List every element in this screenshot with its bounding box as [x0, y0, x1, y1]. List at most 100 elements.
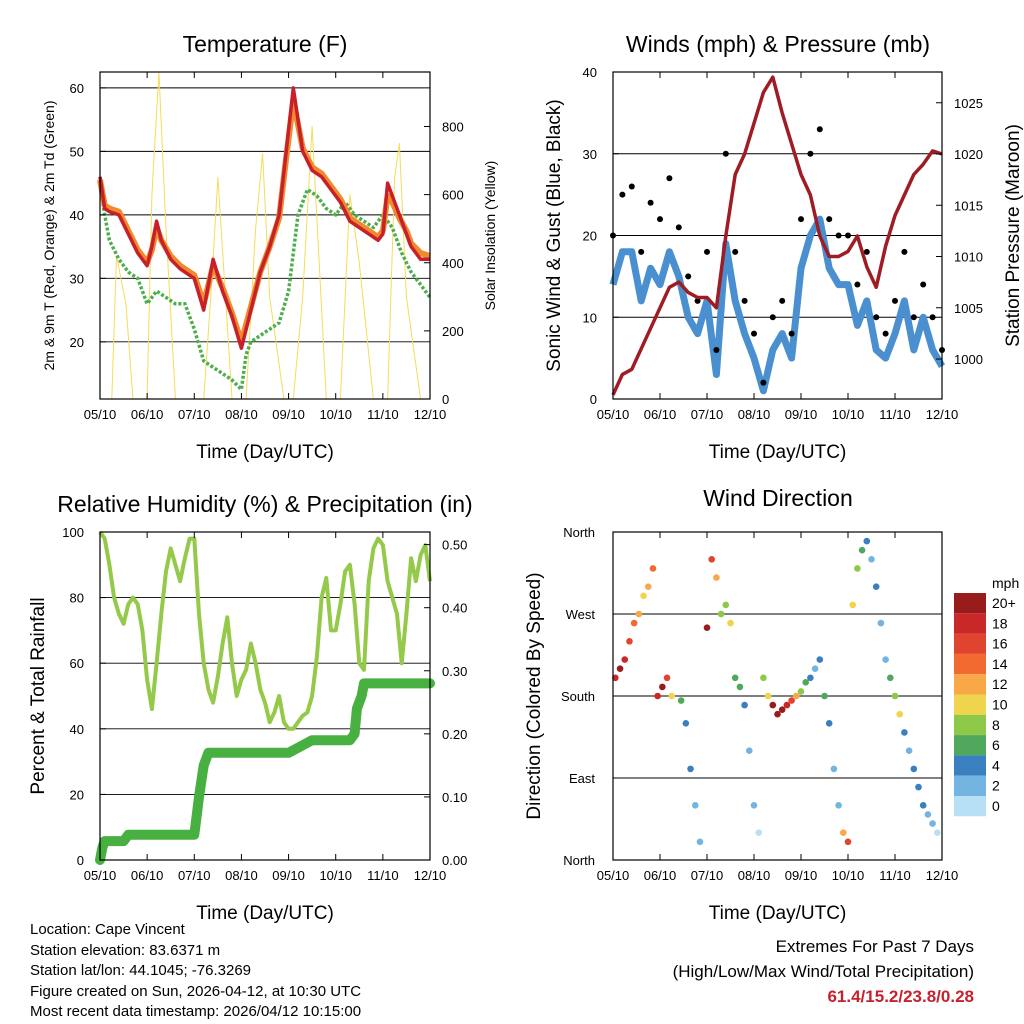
panel-wind_direction: 05/10 06/10 07/10 08/10 09/10 10/10 11/10 12/10… — [524, 485, 1019, 924]
direction-point — [769, 701, 777, 709]
y2-tick-label: 0.50 — [442, 538, 467, 553]
y2-tick-label: 1015 — [954, 198, 983, 213]
direction-point — [677, 697, 685, 704]
direction-point — [626, 638, 633, 645]
direction-point — [793, 692, 800, 700]
y-axis-label: 2m & 9m T (Red, Orange) & 2m Td (Green) — [41, 101, 57, 371]
direction-point — [687, 765, 694, 773]
y2-tick-label: 0.00 — [442, 853, 467, 868]
gust-point — [892, 297, 898, 304]
x-tick-label: 07/10 — [691, 868, 724, 883]
legend-swatch — [954, 653, 986, 675]
x-tick-label: 07/10 — [178, 868, 211, 883]
gust-point — [779, 297, 786, 304]
direction-point — [901, 729, 908, 736]
gust-point — [751, 330, 757, 337]
gust-point — [704, 248, 710, 255]
direction-point — [668, 692, 676, 700]
direction-point — [783, 701, 791, 709]
y-tick-label: 50 — [70, 144, 84, 159]
y2-tick-label: 0.10 — [442, 790, 467, 805]
direction-point — [746, 747, 753, 754]
series-group-rh_precip — [95, 530, 435, 865]
x-tick-label: 11/10 — [879, 868, 911, 883]
gust-point — [713, 346, 720, 353]
x-tick-label: 05/10 — [84, 868, 117, 883]
direction-point — [708, 556, 715, 563]
y-tick-label: 30 — [70, 271, 84, 286]
y2-tick-label: 1000 — [954, 352, 983, 367]
extremes-title: Extremes For Past 7 Days — [775, 937, 974, 956]
gust-point — [769, 314, 776, 321]
y-tick-label: 40 — [70, 208, 84, 223]
x-axis-label: Time (Day/UTC) — [709, 442, 847, 463]
x-tick-label: 09/10 — [785, 868, 818, 883]
plot-frame-rh_precip — [99, 531, 431, 861]
direction-point — [644, 583, 652, 590]
y2-tick-label: 400 — [442, 256, 464, 271]
direction-point — [696, 838, 704, 846]
direction-point — [887, 674, 894, 682]
extremes-values: 61.4/15.2/23.8/0.28 — [827, 987, 974, 1006]
gust-point — [798, 216, 804, 223]
x-axis-label: Time (Day/UTC) — [196, 903, 334, 924]
legend-swatch — [954, 775, 986, 796]
panel-rh_precip: 05/10 06/10 07/10 08/10 09/10 10/10 11/10 12/10… — [28, 491, 473, 924]
legend-swatch — [954, 613, 986, 634]
x-axis-label: Time (Day/UTC) — [196, 442, 334, 463]
y-tick-label: 20 — [70, 335, 84, 350]
y-tick-label: 60 — [70, 81, 84, 96]
y2-tick-label: 0.20 — [442, 727, 467, 742]
y2-tick-label: 1010 — [954, 250, 983, 265]
legend-label: 20+ — [992, 595, 1016, 611]
gust-point — [920, 281, 927, 288]
y-tick-label: 60 — [70, 656, 84, 671]
legend-swatch — [954, 796, 986, 817]
direction-point — [858, 546, 866, 554]
legend-label: 6 — [992, 737, 1000, 753]
direction-point — [640, 592, 647, 600]
y2-tick-label: 600 — [442, 188, 464, 203]
y-tick-label: North — [563, 525, 595, 540]
panel-winds: 05/10 06/10 07/10 08/10 09/10 10/10 11/10 12/10… — [544, 31, 1024, 463]
direction-point — [919, 802, 927, 809]
gust-point — [910, 314, 917, 321]
x-tick-label: 07/10 — [691, 407, 724, 422]
direction-point — [691, 802, 699, 809]
direction-point — [797, 688, 805, 695]
legend-swatch — [954, 593, 986, 614]
x-tick-label: 08/10 — [225, 407, 258, 422]
direction-point — [872, 583, 880, 590]
gust-point — [760, 379, 767, 386]
gust-point — [666, 175, 673, 182]
station-location: Location: Cape Vincent — [30, 921, 185, 938]
x-tick-label: 05/10 — [84, 407, 117, 422]
extremes-subtitle: (High/Low/Max Wind/Total Precipitation) — [672, 962, 974, 981]
direction-point — [896, 710, 903, 718]
plot-frame-temperature — [99, 71, 431, 400]
y-tick-label: West — [566, 607, 596, 622]
legend-label: 4 — [992, 757, 1000, 773]
panel-temperature: 05/10 06/10 07/10 08/10 09/10 10/10 11/10 12/10… — [41, 31, 498, 463]
direction-point — [910, 765, 918, 773]
x-tick-label: 06/10 — [644, 407, 677, 422]
direction-point — [816, 656, 824, 663]
direction-point — [778, 706, 786, 713]
direction-point — [616, 665, 624, 672]
x-tick-label: 12/10 — [926, 407, 959, 422]
direction-point — [760, 674, 767, 682]
x-tick-label: 08/10 — [738, 868, 771, 883]
direction-point — [934, 829, 941, 836]
legend-label: 0 — [992, 798, 1000, 814]
legend-swatch — [954, 694, 986, 715]
x-tick-label: 12/10 — [414, 407, 447, 422]
y2-tick-label: 1025 — [954, 96, 983, 111]
direction-point — [835, 802, 842, 809]
chart-title: Wind Direction — [703, 485, 853, 511]
y2-tick-label: 200 — [442, 324, 464, 339]
direction-point — [682, 720, 690, 727]
direction-point — [727, 619, 734, 627]
gust-point — [619, 191, 626, 198]
y-axis-label: Direction (Colored By Speed) — [524, 572, 545, 819]
